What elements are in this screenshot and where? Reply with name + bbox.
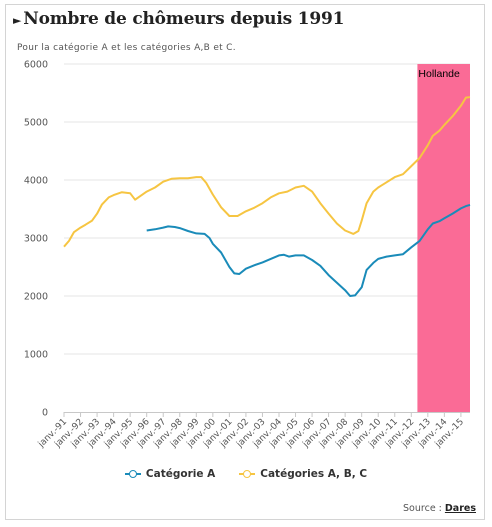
y-tick-label: 5000 bbox=[24, 118, 48, 129]
source-prefix: Source : bbox=[403, 503, 445, 514]
chart-card bbox=[5, 4, 485, 520]
y-tick-label: 2000 bbox=[24, 292, 48, 303]
series-line-categories-abc bbox=[63, 96, 471, 248]
source-link[interactable]: Dares bbox=[444, 503, 476, 514]
series-line-categorie-a bbox=[146, 203, 471, 297]
y-tick-label: 6000 bbox=[24, 60, 48, 71]
legend-label: Catégorie A bbox=[145, 468, 216, 480]
legend-item-categories-abc[interactable]: Catégories A, B, C bbox=[239, 468, 367, 480]
chart-subtitle: Pour la catégorie A et les catégories A,… bbox=[17, 43, 236, 53]
y-tick-label: 1000 bbox=[24, 350, 48, 361]
line-chart: 0100020003000400050006000Hollandejanv.-9… bbox=[24, 60, 471, 450]
chart-title-text: Nombre de chômeurs depuis 1991 bbox=[23, 9, 345, 29]
chart-legend: Catégorie A Catégories A, B, C bbox=[0, 468, 492, 480]
title-marker-icon: ► bbox=[13, 14, 22, 27]
legend-marker-icon bbox=[239, 469, 256, 479]
legend-item-categorie-a[interactable]: Catégorie A bbox=[124, 468, 216, 480]
y-tick-label: 4000 bbox=[24, 176, 48, 187]
legend-marker-icon bbox=[124, 469, 141, 479]
band-label: Hollande bbox=[418, 68, 460, 80]
y-tick-label: 3000 bbox=[24, 234, 48, 245]
y-tick-label: 0 bbox=[42, 408, 48, 419]
hollande-band bbox=[417, 64, 470, 412]
chart-title: ► Nombre de chômeurs depuis 1991 bbox=[13, 9, 344, 29]
legend-label: Catégories A, B, C bbox=[260, 468, 368, 480]
source-credit: Source : Dares bbox=[403, 503, 476, 514]
